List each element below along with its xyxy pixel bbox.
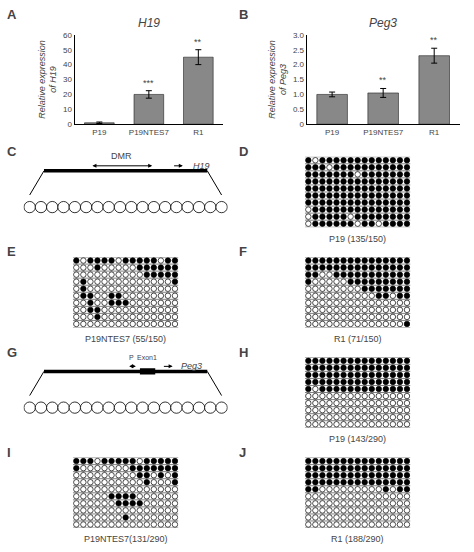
svg-text:20: 20 [63,90,72,99]
svg-text:30: 30 [63,75,72,84]
svg-text:R1 (188/290): R1 (188/290) [331,534,384,544]
svg-text:Peg3: Peg3 [181,361,202,371]
svg-text:0: 0 [300,120,305,129]
svg-text:F: F [239,244,247,259]
svg-text:**: ** [194,37,202,47]
svg-text:**: ** [379,75,387,85]
svg-text:R1 (71/150): R1 (71/150) [334,334,382,344]
svg-text:P19NTES7: P19NTES7 [129,128,170,137]
svg-text:J: J [239,445,246,460]
svg-text:P19: P19 [325,128,340,137]
svg-text:P19 (143/290): P19 (143/290) [329,434,386,444]
svg-text:P19NTES7(131/290): P19NTES7(131/290) [84,534,168,544]
svg-text:R1: R1 [193,128,204,137]
svg-text:1.5: 1.5 [293,75,305,84]
svg-text:DMR: DMR [111,151,132,161]
svg-text:***: *** [143,78,154,88]
svg-text:E: E [7,244,16,259]
svg-text:D: D [239,144,248,159]
svg-text:40: 40 [63,60,72,69]
svg-text:1.0: 1.0 [293,90,305,99]
svg-text:H19: H19 [193,161,210,171]
svg-text:Peg3: Peg3 [369,16,397,30]
svg-text:50: 50 [63,46,72,55]
svg-text:I: I [7,445,11,460]
svg-text:R1: R1 [429,128,440,137]
svg-text:10: 10 [63,105,72,114]
svg-text:Relative expressionof Peg3: Relative expressionof Peg3 [267,40,289,119]
svg-text:B: B [239,7,248,22]
svg-text:0.5: 0.5 [293,105,305,114]
svg-text:Exon1: Exon1 [137,354,157,361]
svg-text:P19: P19 [92,128,107,137]
svg-text:P: P [129,354,134,361]
svg-text:0: 0 [68,120,73,129]
svg-text:P19 (135/150): P19 (135/150) [329,234,386,244]
svg-text:**: ** [430,35,438,45]
svg-text:Relative expressionof H19: Relative expressionof H19 [37,40,59,119]
svg-text:2.0: 2.0 [293,60,305,69]
svg-text:H: H [239,345,248,360]
svg-text:P19NTES7 (55/150): P19NTES7 (55/150) [85,334,166,344]
svg-text:2.5: 2.5 [293,46,305,55]
svg-text:G: G [7,345,17,360]
svg-text:P19NTES7: P19NTES7 [363,128,404,137]
svg-text:3.0: 3.0 [293,31,305,40]
svg-text:60: 60 [63,31,72,40]
svg-text:C: C [7,144,17,159]
svg-text:H19: H19 [138,16,160,30]
svg-text:A: A [7,7,17,22]
